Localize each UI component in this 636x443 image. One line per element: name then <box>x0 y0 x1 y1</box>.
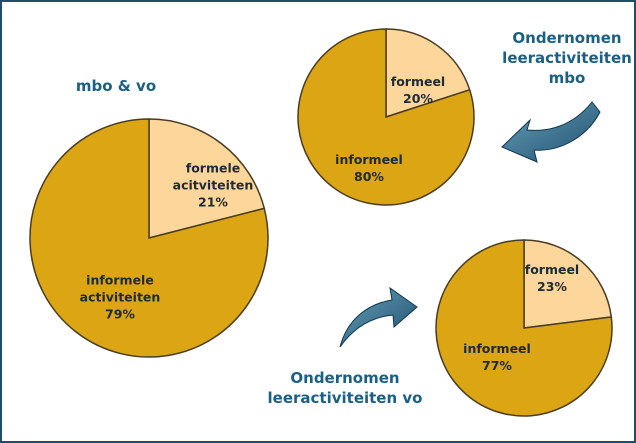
arrow-decoration <box>339 286 418 348</box>
value-label: 23% <box>537 279 567 294</box>
arrow-decoration <box>501 101 601 163</box>
category-label: formeel <box>524 262 580 277</box>
slice-label: formeel 23% <box>512 261 592 295</box>
category-label: formele acitviteiten <box>172 160 254 193</box>
pie-slice <box>148 118 266 239</box>
slice-label: informeel 80% <box>324 151 414 185</box>
value-label: 77% <box>482 358 512 373</box>
category-label: informele activiteiten <box>79 272 161 305</box>
category-label: formeel <box>390 74 446 89</box>
pie-slice <box>385 28 471 119</box>
category-label: informeel <box>463 341 531 356</box>
pie-slice <box>435 239 613 417</box>
slice-label: informele activiteiten 79% <box>65 272 175 323</box>
slice-label: informeel 77% <box>452 340 542 374</box>
slice-label: formele acitviteiten 21% <box>163 160 263 211</box>
value-label: 80% <box>354 169 384 184</box>
pie-slice <box>297 28 475 206</box>
slice-label: formeel 20% <box>378 73 458 107</box>
value-label: 20% <box>403 91 433 106</box>
pie-slice <box>523 239 613 329</box>
category-label: informeel <box>335 152 403 167</box>
chart-title: Ondernomen leeractiviteiten mbo <box>502 29 632 87</box>
value-label: 21% <box>198 194 228 210</box>
chart-title: Ondernomen leeractiviteiten vo <box>267 369 423 407</box>
chart-title: mbo & vo <box>75 77 157 95</box>
value-label: 79% <box>105 306 135 322</box>
pie-slice <box>29 118 269 358</box>
